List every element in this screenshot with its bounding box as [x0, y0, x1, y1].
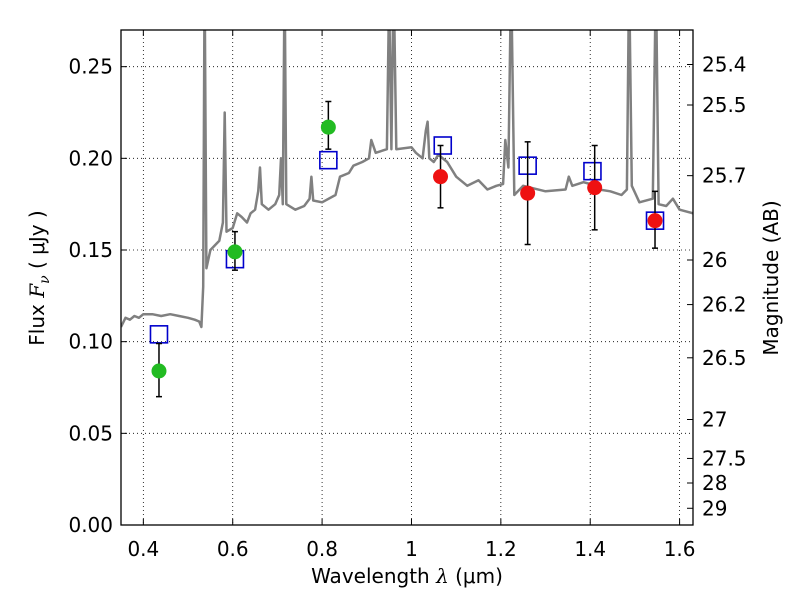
observed-flux-point	[320, 119, 336, 135]
observed-flux-point	[587, 180, 603, 196]
x-tick-label: 1	[405, 537, 418, 561]
x-tick-label: 0.8	[306, 537, 338, 561]
y2-tick-label: 26.5	[702, 346, 747, 370]
y-tick-label: 0.05	[68, 421, 113, 445]
observed-flux-point	[151, 363, 167, 379]
x-tick-label: 1.6	[664, 537, 696, 561]
y-tick-label: 0.00	[68, 513, 113, 537]
y-tick-label: 0.25	[68, 55, 113, 79]
x-axis-title: Wavelength λ (μm)	[311, 564, 503, 588]
x-tick-label: 0.4	[127, 537, 159, 561]
y2-tick-label: 25.4	[702, 52, 747, 76]
y-tick-label: 0.15	[68, 238, 113, 262]
y2-tick-label: 29	[702, 496, 727, 520]
model-spectrum-line	[121, 30, 693, 329]
y-tick-label: 0.20	[68, 146, 113, 170]
y2-tick-label: 25.7	[702, 164, 747, 188]
y2-axis-title: Magnitude (AB)	[759, 200, 783, 355]
y-axis-title: Flux Fν ( μJy )	[25, 210, 53, 345]
observed-flux-point	[433, 169, 449, 185]
plot-frame	[120, 29, 694, 526]
model-photometry-marker	[319, 150, 338, 170]
model-photometry-marker	[583, 161, 602, 181]
observed-flux-point	[647, 213, 663, 229]
y2-tick-label: 25.5	[702, 93, 747, 117]
plot-area	[121, 30, 693, 398]
y2-tick-label: 27	[702, 408, 727, 432]
y2-tick-label: 27.5	[702, 446, 747, 470]
y2-tick-label: 26.2	[702, 293, 747, 317]
model-photometry-marker	[149, 325, 169, 344]
observed-flux-point	[520, 185, 536, 201]
x-tick-label: 1.4	[574, 537, 606, 561]
observed-flux-point	[227, 244, 243, 260]
grid	[121, 30, 693, 526]
x-tick-label: 1.2	[485, 537, 517, 561]
axis-ticks: 0.4 0.6 0.8 1 1.2 1.4 1.6 0.00 0.05 0.10 0.15 0.20 0…	[68, 30, 747, 561]
x-tick-label: 0.6	[217, 537, 249, 561]
model-photometry-marker	[433, 136, 453, 155]
y2-tick-label: 26	[702, 248, 727, 272]
y-tick-label: 0.10	[68, 330, 113, 354]
y2-tick-label: 28	[702, 471, 727, 495]
